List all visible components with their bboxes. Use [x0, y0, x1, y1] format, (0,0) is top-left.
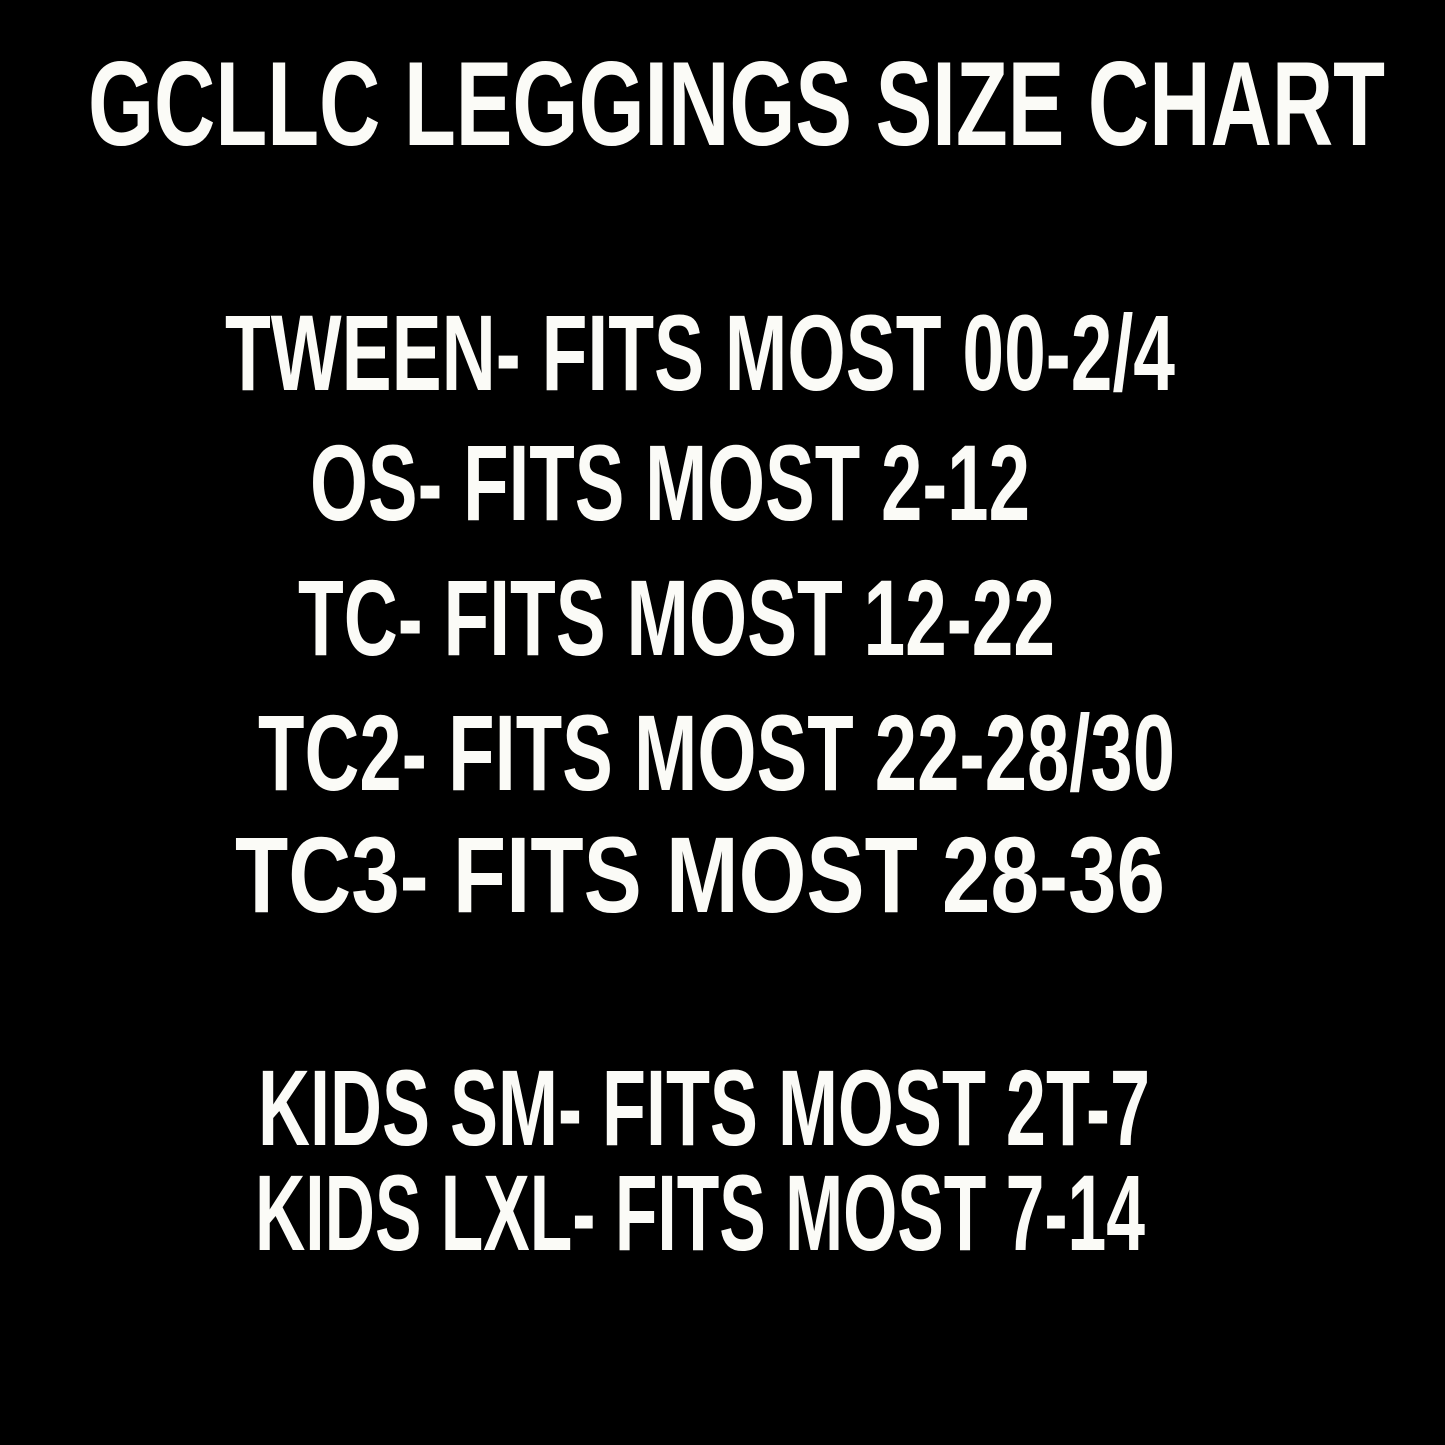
title: GCLLC LEGGINGS SIZE CHART [88, 37, 1385, 171]
kids-size-line: KIDS LXL- FITS MOST 7-14 [255, 1152, 1145, 1273]
size-line: OS- FITS MOST 2-12 [310, 422, 1030, 543]
size-line: TC3- FITS MOST 28-36 [235, 814, 1165, 935]
size-line: TC2- FITS MOST 22-28/30 [258, 692, 1175, 813]
size-line: TWEEN- FITS MOST 00-2/4 [225, 292, 1175, 413]
size-line: TC- FITS MOST 12-22 [298, 557, 1055, 678]
kids-size-line: KIDS SM- FITS MOST 2T-7 [258, 1047, 1150, 1168]
